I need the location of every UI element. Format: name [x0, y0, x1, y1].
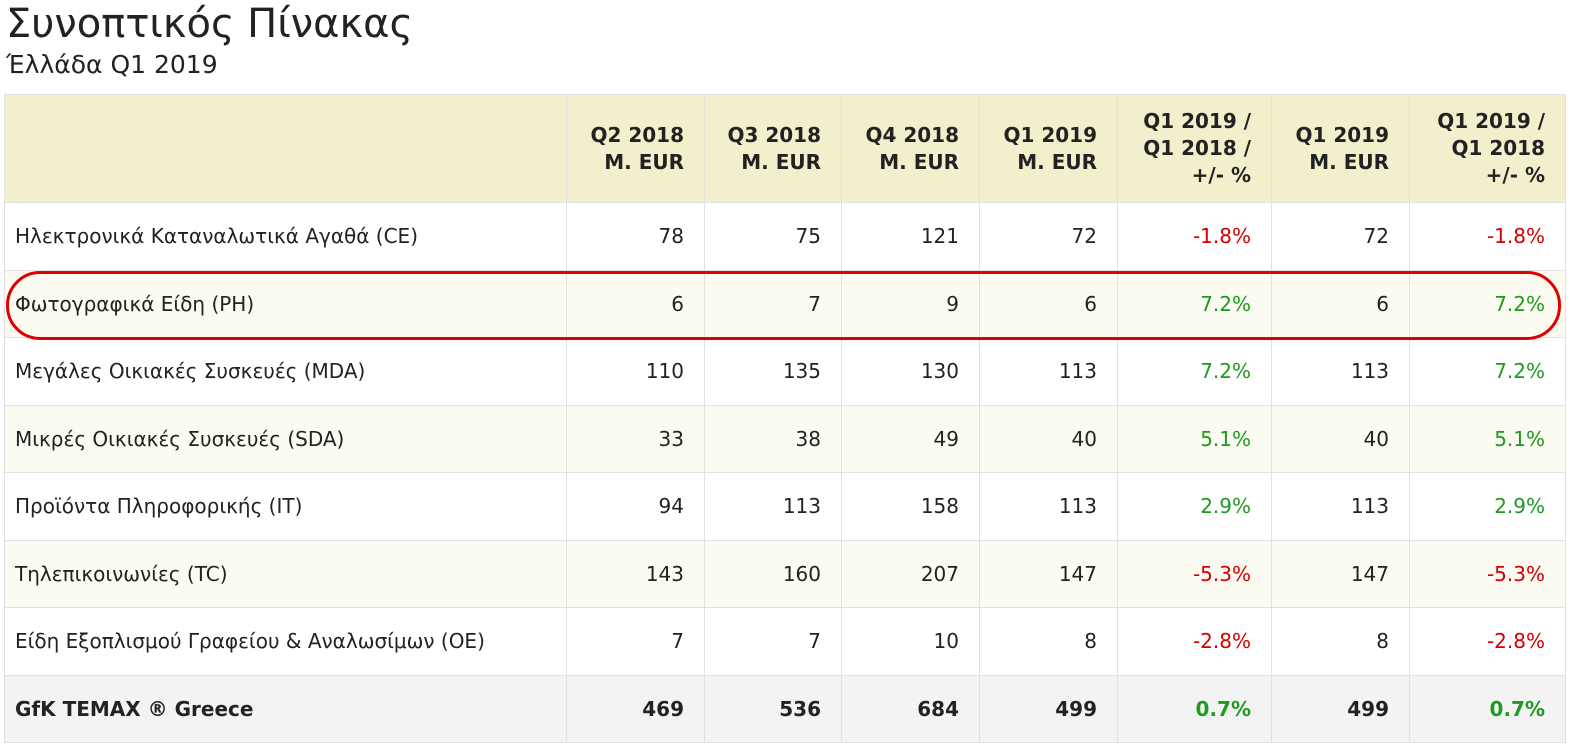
category-cell: Μεγάλες Οικιακές Συσκευές (MDA) — [4, 337, 567, 406]
table-row: Μεγάλες Οικιακές Συσκευές (MDA) 110 135 130… — [4, 337, 1566, 406]
change-cell: 0.7% — [1117, 674, 1272, 743]
q3-2018-cell: 160 — [704, 539, 842, 608]
q4-2018-cell: 121 — [841, 202, 980, 271]
q2-2018-cell: 110 — [566, 337, 705, 406]
q2-2018-cell: 469 — [566, 674, 705, 743]
q3-2018-cell: 7 — [704, 269, 842, 338]
page-title: Συνοπτικός Πίνακας — [6, 1, 413, 47]
q4-2018-cell: 10 — [841, 607, 980, 676]
q1-2019-cell: 6 — [979, 269, 1118, 338]
q1-2019-cell: 8 — [979, 607, 1118, 676]
q1-2019-cell: 72 — [979, 202, 1118, 271]
q3-2018-cell: 113 — [704, 472, 842, 541]
table-row: Είδη Εξοπλισμού Γραφείου & Αναλωσίμων (O… — [4, 607, 1566, 676]
change-cell: -2.8% — [1117, 607, 1272, 676]
q1-2019-b-cell: 40 — [1271, 404, 1410, 473]
column-header-q1-2019-b: Q1 2019 M. EUR — [1271, 94, 1410, 203]
change-cell: -5.3% — [1117, 539, 1272, 608]
column-header-q1-2019: Q1 2019 M. EUR — [979, 94, 1118, 203]
q3-2018-cell: 536 — [704, 674, 842, 743]
change-cell: 7.2% — [1117, 269, 1272, 338]
column-header-change-b: Q1 2019 /Q1 2018 +/- % — [1409, 94, 1566, 203]
q4-2018-cell: 49 — [841, 404, 980, 473]
q1-2019-b-cell: 6 — [1271, 269, 1410, 338]
q3-2018-cell: 38 — [704, 404, 842, 473]
table-row: Τηλεπικοινωνίες (TC) 143 160 207 147 -5.3% 147… — [4, 539, 1566, 608]
category-cell: Είδη Εξοπλισμού Γραφείου & Αναλωσίμων (O… — [4, 607, 567, 676]
category-cell: Ηλεκτρονικά Καταναλωτικά Αγαθά (CE) — [4, 202, 567, 271]
q1-2019-b-cell: 113 — [1271, 472, 1410, 541]
q2-2018-cell: 7 — [566, 607, 705, 676]
q3-2018-cell: 75 — [704, 202, 842, 271]
column-header-q3-2018: Q3 2018 M. EUR — [704, 94, 842, 203]
change-cell: 2.9% — [1117, 472, 1272, 541]
q1-2019-b-cell: 8 — [1271, 607, 1410, 676]
q2-2018-cell: 33 — [566, 404, 705, 473]
q2-2018-cell: 6 — [566, 269, 705, 338]
q1-2019-b-cell: 113 — [1271, 337, 1410, 406]
change-b-cell: 7.2% — [1409, 337, 1566, 406]
q1-2019-cell: 40 — [979, 404, 1118, 473]
q4-2018-cell: 9 — [841, 269, 980, 338]
change-cell: 7.2% — [1117, 337, 1272, 406]
table-row: Φωτογραφικά Είδη (PH) 6 7 9 6 7.2% 6 7.2% — [4, 269, 1566, 338]
page-subtitle: Έλλάδα Q1 2019 — [6, 50, 218, 79]
category-cell: Φωτογραφικά Είδη (PH) — [4, 269, 567, 338]
change-b-cell: 7.2% — [1409, 269, 1566, 338]
change-cell: 5.1% — [1117, 404, 1272, 473]
q1-2019-b-cell: 499 — [1271, 674, 1410, 743]
category-cell: Τηλεπικοινωνίες (TC) — [4, 539, 567, 608]
q1-2019-cell: 499 — [979, 674, 1118, 743]
category-cell: Μικρές Οικιακές Συσκευές (SDA) — [4, 404, 567, 473]
q1-2019-cell: 113 — [979, 337, 1118, 406]
column-header-q2-2018: Q2 2018 M. EUR — [566, 94, 705, 203]
q1-2019-cell: 147 — [979, 539, 1118, 608]
q4-2018-cell: 207 — [841, 539, 980, 608]
q3-2018-cell: 135 — [704, 337, 842, 406]
change-b-cell: 2.9% — [1409, 472, 1566, 541]
category-cell: Προϊόντα Πληροφορικής (IT) — [4, 472, 567, 541]
table-total-row: GfK TEMAX ® Greece 469 536 684 499 0.7% 499 0.7… — [4, 674, 1566, 743]
q1-2019-b-cell: 147 — [1271, 539, 1410, 608]
q1-2019-cell: 113 — [979, 472, 1118, 541]
q4-2018-cell: 158 — [841, 472, 980, 541]
q3-2018-cell: 7 — [704, 607, 842, 676]
column-header-category — [4, 94, 567, 203]
table-row: Ηλεκτρονικά Καταναλωτικά Αγαθά (CE) 78 75 1… — [4, 202, 1566, 271]
table-row: Προϊόντα Πληροφορικής (IT) 94 113 158 113 2.9… — [4, 472, 1566, 541]
table-row: Μικρές Οικιακές Συσκευές (SDA) 33 38 49 40 5.… — [4, 404, 1566, 473]
table-body: Ηλεκτρονικά Καταναλωτικά Αγαθά (CE) 78 75 1… — [4, 202, 1566, 743]
category-cell: GfK TEMAX ® Greece — [4, 674, 567, 743]
change-b-cell: -2.8% — [1409, 607, 1566, 676]
column-header-change: Q1 2019 /Q1 2018 /+/- % — [1117, 94, 1272, 203]
q4-2018-cell: 130 — [841, 337, 980, 406]
change-b-cell: -1.8% — [1409, 202, 1566, 271]
q1-2019-b-cell: 72 — [1271, 202, 1410, 271]
change-b-cell: 0.7% — [1409, 674, 1566, 743]
column-header-q4-2018: Q4 2018 M. EUR — [841, 94, 980, 203]
q2-2018-cell: 94 — [566, 472, 705, 541]
change-b-cell: 5.1% — [1409, 404, 1566, 473]
change-cell: -1.8% — [1117, 202, 1272, 271]
summary-table: Q2 2018 M. EUR Q3 2018 M. EUR Q4 2018 M. EU… — [4, 94, 1566, 743]
q2-2018-cell: 78 — [566, 202, 705, 271]
change-b-cell: -5.3% — [1409, 539, 1566, 608]
table-header-row: Q2 2018 M. EUR Q3 2018 M. EUR Q4 2018 M. EU… — [4, 94, 1566, 203]
q2-2018-cell: 143 — [566, 539, 705, 608]
q4-2018-cell: 684 — [841, 674, 980, 743]
